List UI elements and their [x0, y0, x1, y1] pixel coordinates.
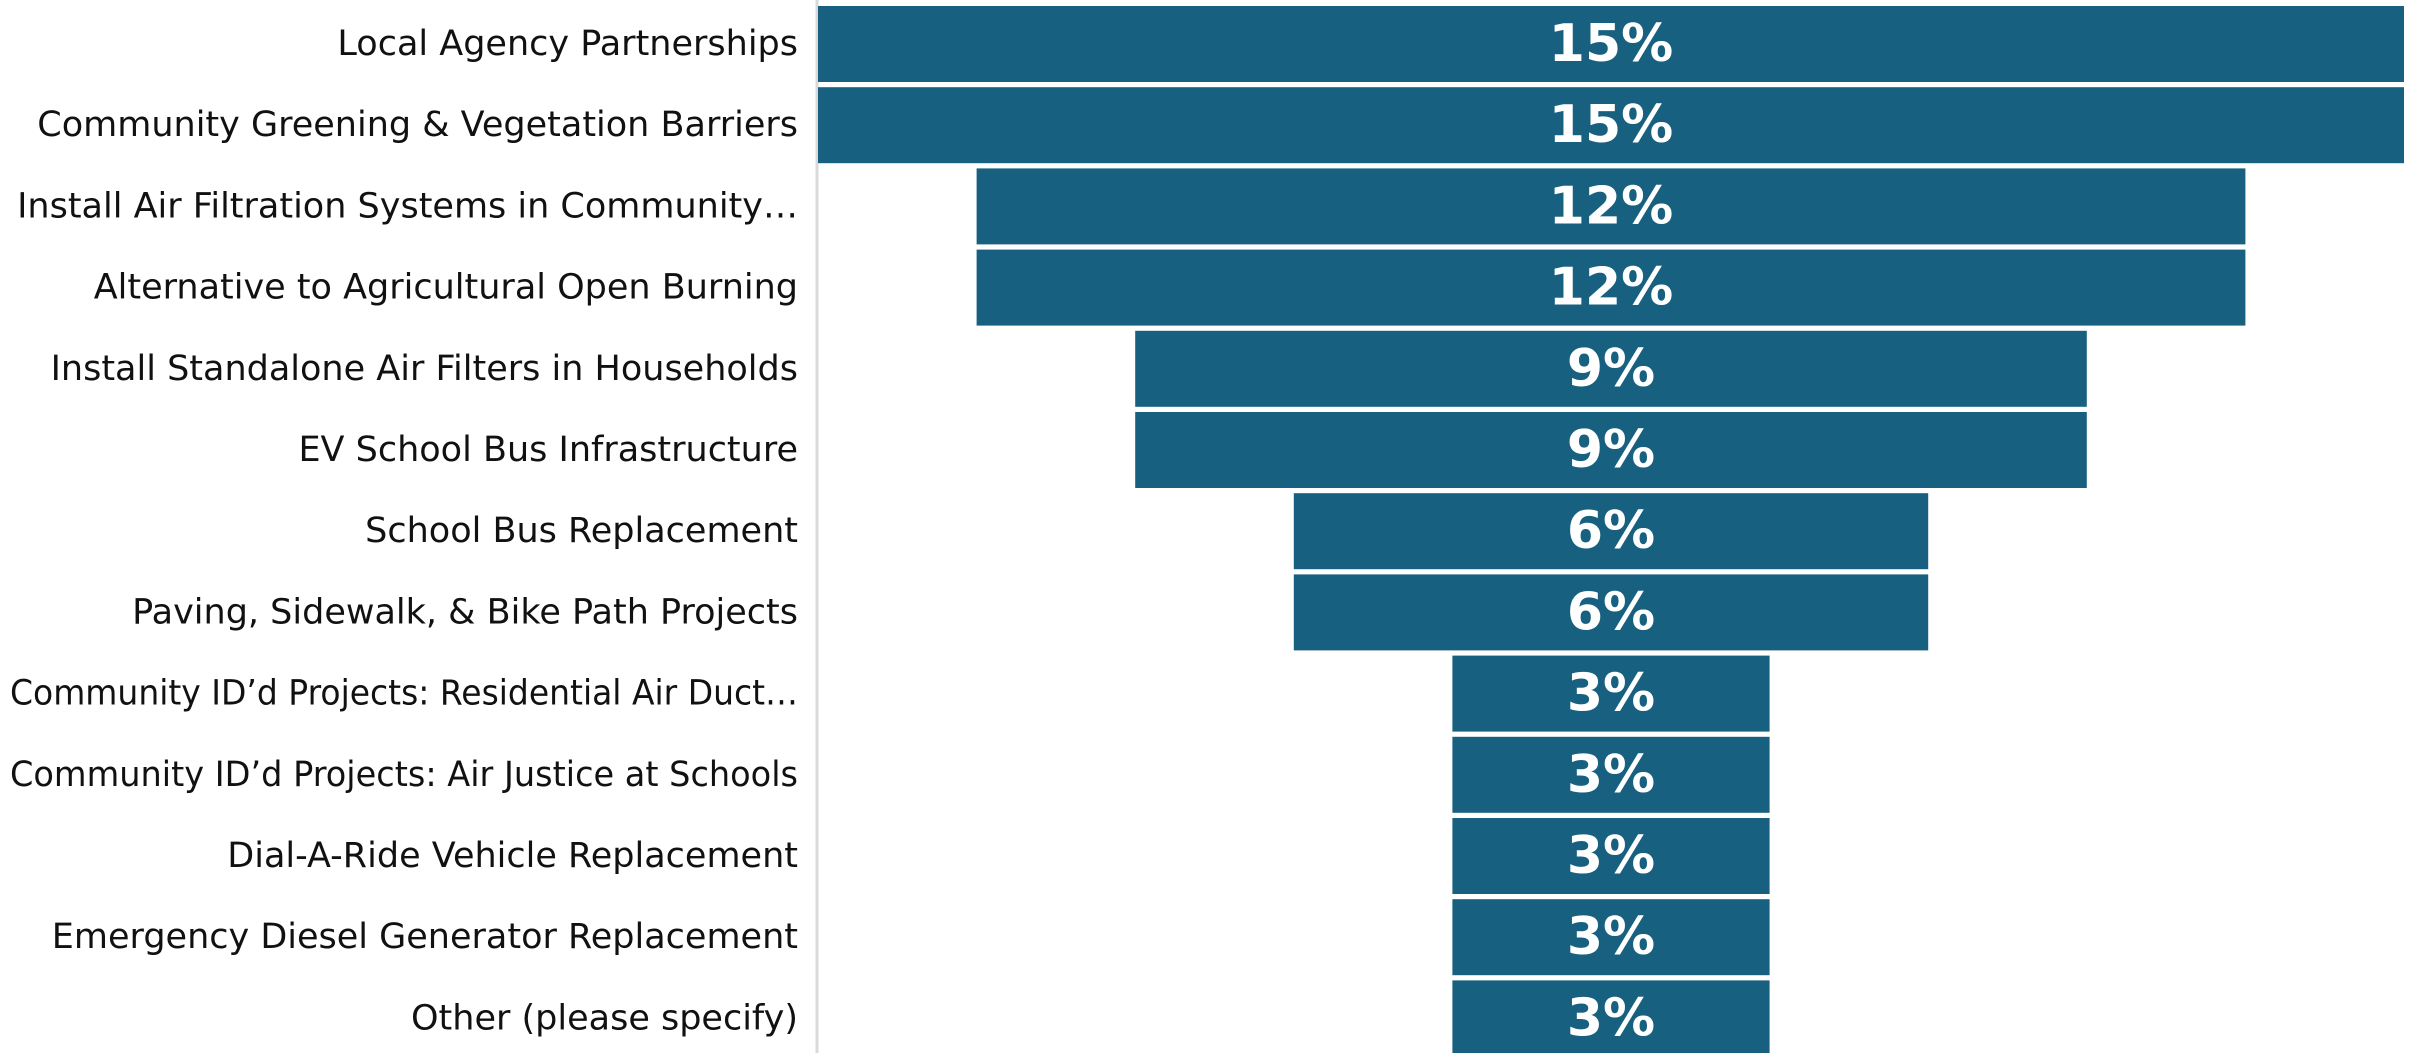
category-label: Emergency Diesel Generator Replacement	[52, 917, 798, 957]
bar-value-label: 15%	[1549, 95, 1673, 155]
category-label: Alternative to Agricultural Open Burning	[94, 268, 798, 308]
category-label: Community ID’d Projects: Residential Air…	[10, 674, 798, 714]
funnel-bar	[1452, 818, 1770, 894]
category-label: Install Standalone Air Filters in Househ…	[51, 349, 798, 389]
value-labels-group: 15% 15% 12% 12% 9% 9% 6% 6% 3% 3% 3% 3% 3%	[1549, 14, 1673, 1048]
category-label: Paving, Sidewalk, & Bike Path Projects	[132, 592, 798, 632]
funnel-bar	[1293, 574, 1929, 651]
funnel-bar	[976, 249, 2246, 326]
category-label: Community Greening & Vegetation Barriers	[37, 105, 798, 145]
bars-group	[818, 6, 2404, 1053]
bar-value-label: 9%	[1567, 339, 1655, 399]
funnel-bar	[1135, 330, 2087, 407]
funnel-bar	[1293, 493, 1929, 570]
bar-value-label: 6%	[1567, 582, 1655, 642]
bar-value-label: 3%	[1567, 907, 1655, 967]
funnel-bar	[818, 87, 2404, 164]
funnel-bar	[1452, 655, 1770, 732]
category-label: Community ID’d Projects: Air Justice at …	[10, 755, 798, 795]
funnel-bar	[1452, 899, 1770, 976]
funnel-bar	[1452, 736, 1770, 813]
bar-value-label: 6%	[1567, 501, 1655, 561]
funnel-bar	[1452, 980, 1770, 1053]
bar-value-label: 12%	[1549, 176, 1673, 236]
bar-value-label: 3%	[1567, 664, 1655, 724]
bar-value-label: 3%	[1567, 826, 1655, 886]
funnel-bar	[1135, 412, 2087, 488]
category-label: EV School Bus Infrastructure	[298, 430, 798, 470]
bar-value-label: 3%	[1567, 988, 1655, 1048]
category-label: Local Agency Partnerships	[337, 24, 798, 64]
bar-value-label: 15%	[1549, 14, 1673, 74]
bar-value-label: 9%	[1567, 420, 1655, 480]
category-label: Other (please specify)	[411, 998, 798, 1038]
category-label: Install Air Filtration Systems in Commun…	[17, 186, 798, 226]
category-labels-group: Local Agency Partnerships Community Green…	[10, 24, 798, 1038]
category-label: Dial-A-Ride Vehicle Replacement	[227, 836, 798, 876]
bar-value-label: 12%	[1549, 258, 1673, 318]
bar-value-label: 3%	[1567, 745, 1655, 805]
funnel-bar	[976, 168, 2246, 245]
funnel-bar	[818, 6, 2404, 82]
category-label: School Bus Replacement	[365, 511, 798, 551]
